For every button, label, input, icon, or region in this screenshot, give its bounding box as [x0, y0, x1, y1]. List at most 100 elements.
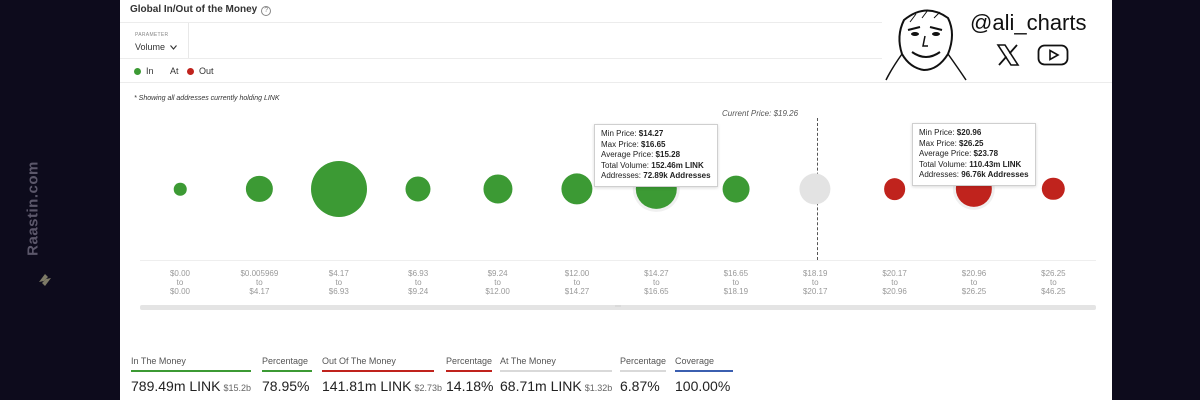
x-tick-to: $6.93: [328, 287, 349, 296]
bubble-in-2[interactable]: [310, 161, 367, 217]
scroll-grip-icon[interactable]: ⋯: [615, 304, 621, 310]
x-tick-to: $4.17: [249, 287, 270, 296]
bubble-in-0[interactable]: [173, 182, 187, 196]
x-tick-from: $9.24: [487, 269, 508, 278]
parameter-label: PARAMETER: [135, 32, 169, 38]
youtube-logo-icon[interactable]: [1037, 44, 1069, 66]
tooltip-volume-value: 110.43m LINK: [969, 159, 1022, 169]
watermark-logo-icon: [39, 274, 51, 286]
tooltip-avg-value: $23.78: [973, 149, 999, 158]
stat-value: 6.87%: [620, 378, 660, 394]
tooltip-min-value: $14.27: [638, 129, 664, 138]
chart-scrollbar[interactable]: [140, 305, 1096, 310]
author-handle: @ali_charts: [970, 10, 1087, 35]
stat-value: 68.71m LINK: [500, 378, 582, 394]
divider: [120, 22, 1112, 23]
tooltip-volume-label: Total Volume:: [919, 159, 970, 169]
x-tick-label: $9.24 to $12.00: [463, 269, 533, 296]
current-price-label: Current Price: $19.26: [722, 109, 799, 118]
legend-item-out[interactable]: Out: [187, 66, 214, 76]
x-tick-sep: to: [732, 278, 740, 287]
x-tick-from: $26.25: [1041, 269, 1066, 278]
stat-label: Out Of The Money: [322, 356, 434, 372]
stat-coverage: Coverage 100.00%: [675, 356, 733, 394]
chevron-down-icon: [169, 45, 177, 50]
bubble-in-4[interactable]: [483, 174, 513, 204]
divider: [120, 82, 1112, 83]
tooltip-volume-value: 152.46m LINK: [651, 160, 704, 170]
x-tick-to: $46.25: [1041, 287, 1066, 296]
stat-label: Percentage: [262, 356, 312, 372]
x-tick-to: $26.25: [961, 287, 987, 296]
stat-in-percentage: Percentage 78.95%: [262, 356, 312, 394]
right-margin: [1112, 0, 1200, 400]
x-tick-to: $9.24: [408, 287, 429, 296]
bubble-in-5[interactable]: [561, 173, 593, 205]
tooltip-volume-label: Total Volume:: [601, 160, 652, 170]
divider: [188, 22, 189, 58]
x-tick-label: $0.005969 to $4.17: [224, 269, 294, 296]
stat-value: 14.18%: [446, 378, 494, 394]
x-tick-label: $6.93 to $9.24: [383, 269, 453, 296]
stat-out-of-the-money: Out Of The Money 141.81m LINK $2.73b: [322, 356, 442, 394]
stat-value: 78.95%: [262, 378, 310, 394]
legend-item-at[interactable]: At: [170, 66, 179, 76]
x-tick-label: $12.00 to $14.27: [542, 269, 612, 296]
x-tick-from: $0.005969: [240, 269, 279, 278]
bubble-at-8[interactable]: [799, 173, 831, 205]
bubble-out-9[interactable]: [883, 178, 906, 200]
tooltip-min-value: $20.96: [956, 128, 982, 137]
left-margin: Raastin.com: [0, 0, 120, 400]
page-title: Global In/Out of the Money?: [130, 4, 272, 16]
x-tick-to: $18.19: [723, 287, 749, 296]
bubble-in-3[interactable]: [405, 176, 431, 202]
stat-label: In The Money: [131, 356, 251, 372]
x-tick-to: $20.17: [802, 287, 828, 296]
stat-sub-value: $2.73b: [414, 383, 443, 393]
stat-label: Percentage: [446, 356, 492, 372]
tooltip-max-value: $16.65: [641, 139, 666, 149]
tooltip-addresses-label: Addresses:: [919, 170, 962, 179]
x-tick-label: $0.00 to $0.00: [145, 269, 215, 296]
x-tick-from: $14.27: [644, 269, 669, 278]
x-logo-icon[interactable]: [996, 44, 1020, 66]
parameter-dropdown[interactable]: Volume: [135, 42, 177, 52]
x-tick-to: $14.27: [564, 287, 590, 296]
brand-overlay: [882, 0, 1112, 82]
x-tick-to: $20.96: [882, 287, 907, 296]
legend-label-out: Out: [199, 66, 214, 76]
x-tick-label: $20.96 to $26.25: [939, 269, 1009, 296]
x-tick-sep: to: [256, 278, 263, 287]
x-tick-sep: to: [176, 278, 184, 287]
bubble-in-7[interactable]: [722, 175, 750, 203]
legend-swatch-out: [187, 67, 194, 75]
stat-value: 100.00%: [675, 378, 731, 394]
x-tick-sep: to: [1050, 278, 1057, 287]
chart-baseline: [140, 260, 1096, 261]
legend-label-in: In: [146, 66, 154, 76]
x-tick-sep: to: [335, 278, 343, 287]
x-tick-sep: to: [414, 278, 422, 287]
stat-label: At The Money: [500, 356, 612, 372]
legend-item-in[interactable]: In: [134, 66, 154, 76]
legend-swatch-in: [134, 67, 141, 75]
stat-label: Percentage: [620, 356, 666, 372]
x-tick-from: $20.96: [961, 269, 987, 278]
tooltip-bucket-14-27: Min Price: $14.27 Max Price: $16.65 Aver…: [594, 124, 718, 187]
bubble-out-11[interactable]: [1042, 177, 1065, 201]
x-tick-from: $0.00: [169, 269, 191, 278]
x-tick-label: $20.17 to $20.96: [860, 269, 930, 296]
x-tick-label: $4.17 to $6.93: [304, 269, 374, 296]
holders-note: * Showing all addresses currently holdin…: [134, 95, 280, 102]
help-icon[interactable]: ?: [261, 6, 272, 16]
tooltip-max-label: Max Price:: [919, 138, 960, 148]
x-tick-from: $12.00: [564, 269, 590, 278]
parameter-value: Volume: [135, 42, 166, 52]
tooltip-addresses-value: 96.76k Addresses: [961, 170, 1029, 179]
x-tick-sep: to: [891, 278, 898, 287]
x-tick-label: $14.27 to $16.65: [621, 269, 691, 296]
watermark-text: Raastin.com: [24, 161, 42, 256]
divider: [120, 58, 1112, 59]
stat-sub-value: $15.2b: [223, 383, 252, 393]
bubble-in-1[interactable]: [246, 175, 273, 203]
